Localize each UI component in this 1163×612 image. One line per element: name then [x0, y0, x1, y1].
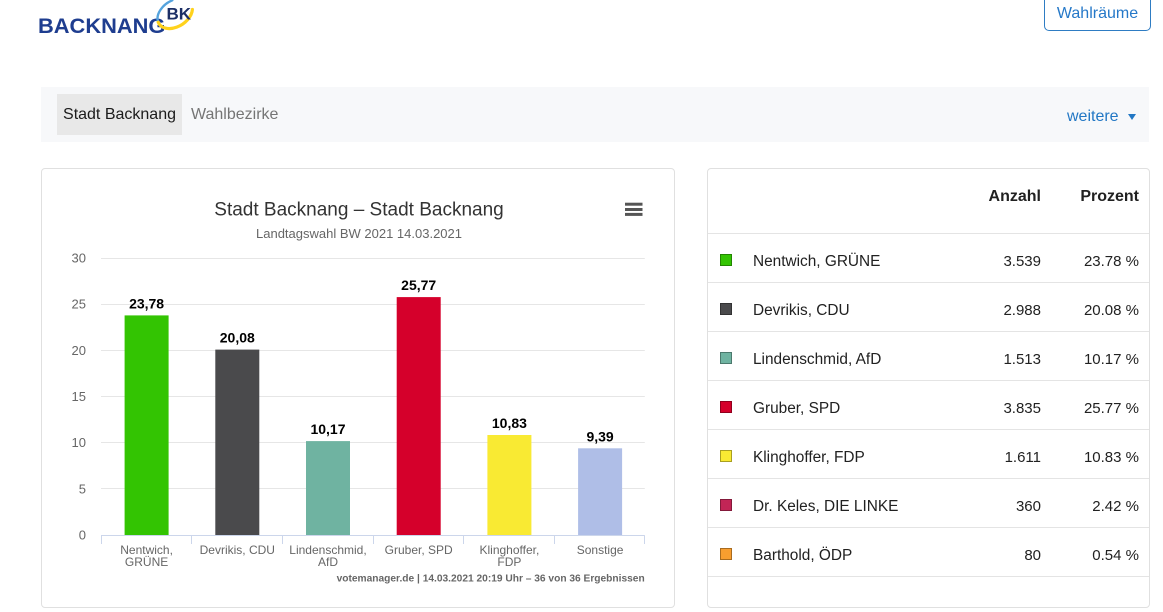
svg-text:15: 15	[72, 389, 86, 404]
svg-text:Gruber, SPD: Gruber, SPD	[385, 543, 453, 557]
svg-text:Sonstige: Sonstige	[577, 543, 624, 557]
svg-text:25,77: 25,77	[401, 277, 436, 293]
svg-text:0: 0	[79, 528, 86, 543]
svg-text:10,17: 10,17	[310, 421, 345, 437]
svg-text:10: 10	[72, 435, 86, 450]
svg-text:Stadt Backnang – Stadt Backnan: Stadt Backnang – Stadt Backnang	[214, 200, 503, 221]
svg-text:9,39: 9,39	[586, 428, 613, 444]
svg-text:23,78: 23,78	[129, 295, 164, 311]
svg-text:Lindenschmid,: Lindenschmid,	[289, 543, 366, 557]
svg-text:votemanager.de | 14.03.2021 20: votemanager.de | 14.03.2021 20:19 Uhr – …	[337, 574, 645, 585]
svg-text:Landtagswahl BW 2021 14.03.202: Landtagswahl BW 2021 14.03.2021	[256, 226, 462, 241]
svg-text:20,08: 20,08	[220, 330, 255, 346]
svg-text:GRÜNE: GRÜNE	[125, 555, 168, 569]
svg-text:Klinghoffer,: Klinghoffer,	[479, 543, 539, 557]
svg-text:AfD: AfD	[318, 555, 338, 569]
svg-text:30: 30	[72, 251, 86, 266]
svg-text:BK: BK	[167, 5, 192, 24]
svg-text:10,83: 10,83	[492, 415, 527, 431]
svg-text:Nentwich,: Nentwich,	[120, 543, 173, 557]
svg-text:5: 5	[79, 481, 86, 496]
svg-text:20: 20	[72, 343, 86, 358]
svg-text:25: 25	[72, 297, 86, 312]
svg-text:Devrikis, CDU: Devrikis, CDU	[200, 543, 275, 557]
svg-text:FDP: FDP	[497, 555, 521, 569]
